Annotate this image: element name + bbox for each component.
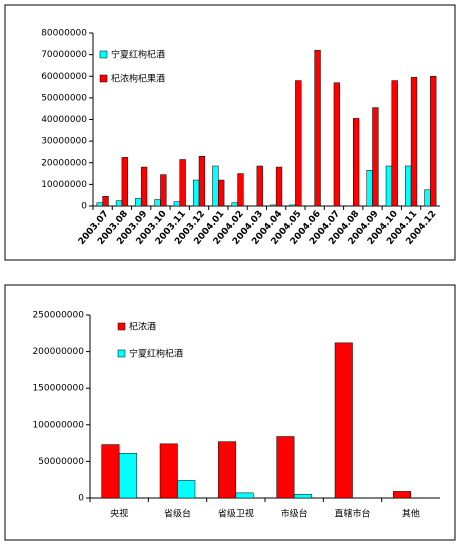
legend-label: 宁夏红枸杞酒 <box>111 49 165 61</box>
y-tick-label: 80000000 <box>41 29 87 39</box>
x-tick-label: 央视 <box>110 508 128 520</box>
bar <box>118 453 137 499</box>
bar <box>334 342 353 499</box>
y-tick-label: 40000000 <box>41 115 87 125</box>
bar <box>218 179 225 207</box>
y-tick-label: 10000000 <box>41 180 87 190</box>
bar <box>270 204 277 207</box>
y-tick-label: 20000000 <box>41 158 87 168</box>
bar <box>173 201 180 207</box>
legend-label: 杞浓酒 <box>129 321 156 333</box>
bar <box>115 200 123 207</box>
x-tick-label: 市级台 <box>281 508 308 520</box>
legend-swatch <box>99 74 108 83</box>
bar <box>192 179 200 207</box>
bar <box>198 156 206 207</box>
bar <box>295 80 302 207</box>
bar <box>102 196 109 207</box>
x-tick-label: 省级卫视 <box>218 508 254 520</box>
bar <box>391 80 398 207</box>
y-tick-label: 30000000 <box>41 137 87 147</box>
bar <box>231 202 238 207</box>
bar <box>218 441 237 499</box>
bar <box>235 492 254 499</box>
bar <box>275 166 283 207</box>
y-tick-label: 60000000 <box>41 72 87 82</box>
bar <box>179 159 186 207</box>
bar <box>121 157 128 207</box>
bar <box>177 480 196 499</box>
x-tick-label: 其他 <box>402 508 420 520</box>
bar <box>101 444 120 499</box>
chart-frame <box>4 4 456 261</box>
y-tick-label: 150000000 <box>32 384 84 394</box>
bar <box>293 494 312 499</box>
legend-label: 杞浓枸杞果酒 <box>111 73 165 85</box>
bar <box>256 165 263 207</box>
bar <box>366 170 373 207</box>
bar <box>160 174 167 207</box>
bar <box>405 165 412 207</box>
y-tick-label: 70000000 <box>41 50 87 60</box>
x-tick-label: 省级台 <box>164 508 191 520</box>
bar <box>314 50 321 207</box>
y-tick-label: 0 <box>81 202 87 212</box>
bar <box>393 491 412 499</box>
y-tick-label: 50000000 <box>38 457 84 467</box>
bar <box>430 76 437 207</box>
bar <box>212 165 219 207</box>
x-tick-label: 直辖市台 <box>334 508 370 520</box>
bar <box>135 198 142 207</box>
bar <box>424 189 431 207</box>
bar <box>237 173 244 207</box>
y-tick-label: 100000000 <box>32 420 84 430</box>
bar <box>276 436 295 499</box>
bar <box>353 118 360 207</box>
y-tick-label: 0 <box>78 494 84 504</box>
bar <box>96 202 103 207</box>
bar <box>385 165 393 207</box>
bar <box>289 204 296 207</box>
y-tick-label: 50000000 <box>41 93 87 103</box>
bar <box>333 82 341 207</box>
bar <box>154 199 161 207</box>
legend-label: 宁夏红枸杞酒 <box>129 348 183 360</box>
bar <box>410 77 418 207</box>
bar <box>140 166 148 207</box>
legend-swatch <box>117 349 126 358</box>
bar <box>159 443 178 499</box>
legend-swatch <box>99 50 108 59</box>
legend-swatch <box>117 322 126 331</box>
y-tick-label: 200000000 <box>32 347 84 357</box>
bar <box>372 107 379 207</box>
chart-frame <box>4 284 456 541</box>
y-tick-label: 250000000 <box>32 311 84 321</box>
